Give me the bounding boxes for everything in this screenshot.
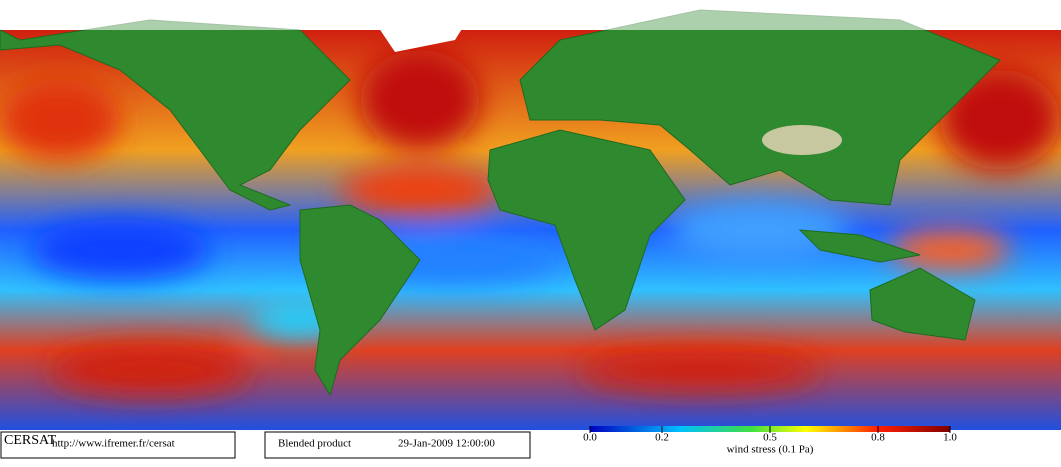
url: http://www.ifremer.fr/cersat xyxy=(52,438,175,450)
colorbar-tick-label: 0.0 xyxy=(583,432,597,444)
top-ice xyxy=(0,0,1061,30)
colorbar-tick-label: 0.5 xyxy=(763,432,777,444)
product-box xyxy=(264,431,531,459)
colorbar-tick-label: 1.0 xyxy=(943,432,957,444)
url-box xyxy=(0,431,236,459)
plateau xyxy=(762,125,842,155)
continents xyxy=(0,9,1001,397)
datetime: 29-Jan-2009 12:00:00 xyxy=(398,438,495,450)
colorbar-tick-label: 0.8 xyxy=(871,432,885,444)
colorbar-label: wind stress (0.1 Pa) xyxy=(727,444,814,456)
product: Blended product xyxy=(278,438,351,450)
logo: CERSAT xyxy=(4,433,57,448)
colorbar-tick-label: 0.2 xyxy=(655,432,669,444)
